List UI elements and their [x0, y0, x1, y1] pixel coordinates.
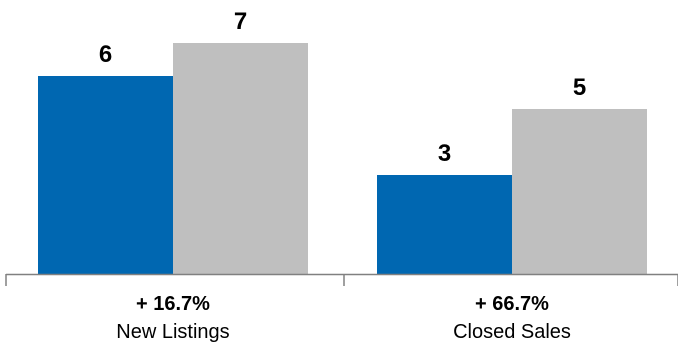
- value-label-2-series-1: 3: [438, 140, 451, 167]
- value-label-2-series-2: 5: [573, 74, 586, 101]
- value-label-1-series-1: 6: [99, 41, 112, 68]
- x-axis: [6, 274, 678, 286]
- bar-2-series-2: [512, 109, 647, 274]
- category-label-2: Closed Sales: [453, 321, 571, 343]
- category-label-1: New Listings: [116, 321, 229, 343]
- bar-1-series-1: [38, 76, 173, 274]
- bar-2-series-1: [377, 175, 512, 274]
- change-label-2: + 66.7%: [475, 293, 549, 315]
- bar-1-series-2: [173, 43, 308, 274]
- change-label-1: + 16.7%: [136, 293, 210, 315]
- value-label-1-series-2: 7: [234, 8, 247, 35]
- bars-layer: [38, 43, 647, 274]
- category-labels-layer: + 16.7% New Listings + 66.7% Closed Sales: [116, 293, 571, 343]
